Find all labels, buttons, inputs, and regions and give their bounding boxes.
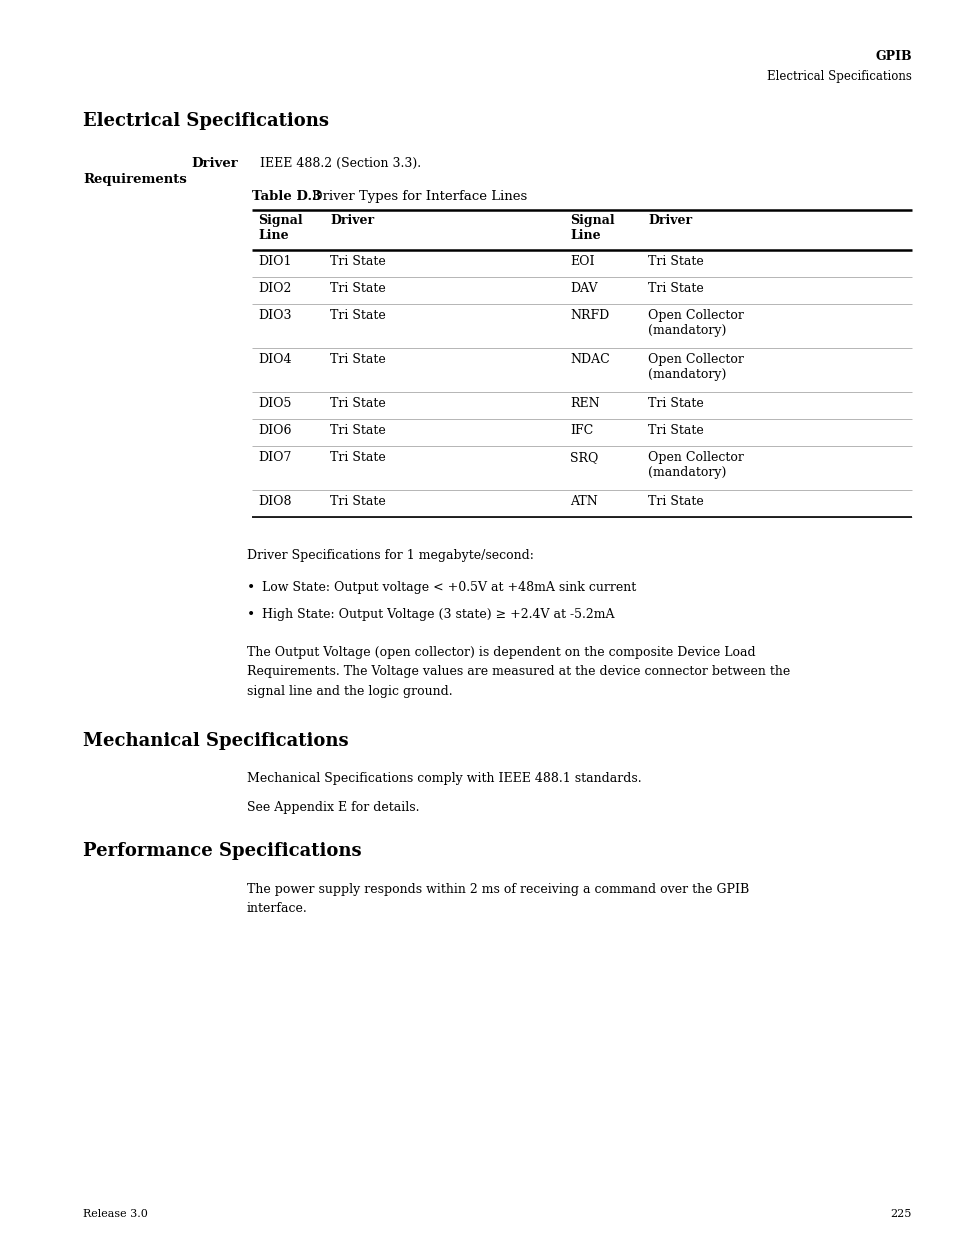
Text: DIO5: DIO5 <box>257 396 291 410</box>
Text: Signal
Line: Signal Line <box>569 214 614 242</box>
Text: Electrical Specifications: Electrical Specifications <box>83 112 329 130</box>
Text: Low State: Output voltage < +0.5V at +48mA sink current: Low State: Output voltage < +0.5V at +48… <box>262 580 636 594</box>
Text: Tri State: Tri State <box>330 451 385 464</box>
Text: Tri State: Tri State <box>647 282 703 295</box>
Text: DIO4: DIO4 <box>257 353 292 366</box>
Text: The Output Voltage (open collector) is dependent on the composite Device Load: The Output Voltage (open collector) is d… <box>247 646 755 659</box>
Text: Requirements: Requirements <box>83 173 187 186</box>
Text: DIO7: DIO7 <box>257 451 291 464</box>
Text: DIO2: DIO2 <box>257 282 291 295</box>
Text: NRFD: NRFD <box>569 309 609 322</box>
Text: Open Collector
(mandatory): Open Collector (mandatory) <box>647 451 743 479</box>
Text: Open Collector
(mandatory): Open Collector (mandatory) <box>647 309 743 337</box>
Text: NDAC: NDAC <box>569 353 609 366</box>
Text: See Appendix E for details.: See Appendix E for details. <box>247 800 419 814</box>
Text: •: • <box>247 608 255 622</box>
Text: IFC: IFC <box>569 424 593 437</box>
Text: Release 3.0: Release 3.0 <box>83 1209 148 1219</box>
Text: •: • <box>247 580 255 595</box>
Text: SRQ: SRQ <box>569 451 598 464</box>
Text: Mechanical Specifications comply with IEEE 488.1 standards.: Mechanical Specifications comply with IE… <box>247 773 641 785</box>
Text: High State: Output Voltage (3 state) ≥ +2.4V at -5.2mA: High State: Output Voltage (3 state) ≥ +… <box>262 608 614 621</box>
Text: EOI: EOI <box>569 254 594 268</box>
Text: IEEE 488.2 (Section 3.3).: IEEE 488.2 (Section 3.3). <box>260 157 420 170</box>
Text: Tri State: Tri State <box>647 495 703 508</box>
Text: Performance Specifications: Performance Specifications <box>83 842 361 861</box>
Text: Tri State: Tri State <box>647 396 703 410</box>
Text: Table D.3: Table D.3 <box>252 190 321 203</box>
Text: REN: REN <box>569 396 599 410</box>
Text: Tri State: Tri State <box>647 424 703 437</box>
Text: 225: 225 <box>890 1209 911 1219</box>
Text: Tri State: Tri State <box>330 254 385 268</box>
Text: Open Collector
(mandatory): Open Collector (mandatory) <box>647 353 743 382</box>
Text: The power supply responds within 2 ms of receiving a command over the GPIB: The power supply responds within 2 ms of… <box>247 883 748 895</box>
Text: DIO8: DIO8 <box>257 495 292 508</box>
Text: Electrical Specifications: Electrical Specifications <box>766 70 911 83</box>
Text: Tri State: Tri State <box>330 353 385 366</box>
Text: DIO3: DIO3 <box>257 309 292 322</box>
Text: signal line and the logic ground.: signal line and the logic ground. <box>247 685 452 698</box>
Text: Tri State: Tri State <box>330 309 385 322</box>
Text: GPIB: GPIB <box>875 49 911 63</box>
Text: Driver Types for Interface Lines: Driver Types for Interface Lines <box>312 190 527 203</box>
Text: interface.: interface. <box>247 902 308 915</box>
Text: Driver: Driver <box>330 214 374 227</box>
Text: Tri State: Tri State <box>330 282 385 295</box>
Text: Driver: Driver <box>191 157 237 170</box>
Text: Signal
Line: Signal Line <box>257 214 302 242</box>
Text: Driver: Driver <box>647 214 691 227</box>
Text: Mechanical Specifications: Mechanical Specifications <box>83 732 348 751</box>
Text: DAV: DAV <box>569 282 597 295</box>
Text: ATN: ATN <box>569 495 598 508</box>
Text: Tri State: Tri State <box>330 495 385 508</box>
Text: Driver Specifications for 1 megabyte/second:: Driver Specifications for 1 megabyte/sec… <box>247 550 534 562</box>
Text: Requirements. The Voltage values are measured at the device connector between th: Requirements. The Voltage values are mea… <box>247 666 789 678</box>
Text: DIO1: DIO1 <box>257 254 292 268</box>
Text: Tri State: Tri State <box>330 424 385 437</box>
Text: DIO6: DIO6 <box>257 424 292 437</box>
Text: Tri State: Tri State <box>647 254 703 268</box>
Text: Tri State: Tri State <box>330 396 385 410</box>
